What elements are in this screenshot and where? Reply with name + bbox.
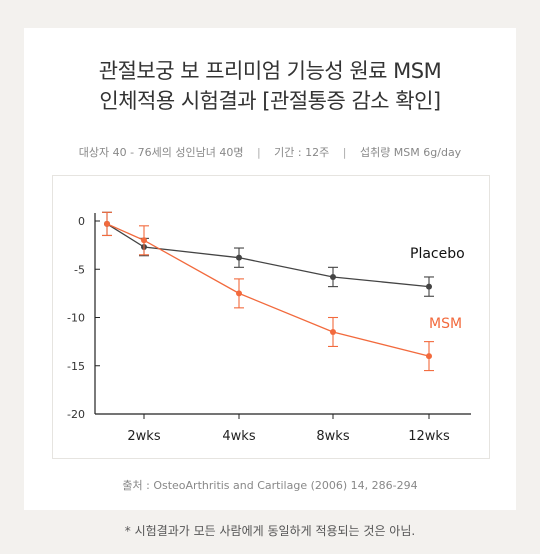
- msm-line: [106, 223, 430, 357]
- disclaimer-footnote: * 시험결과가 모든 사람에게 동일하게 적용되는 것은 아님.: [124, 524, 416, 538]
- content-card: 관절보궁 보 프리미엄 기능성 원료 MSM 인체적용 시험결과 [관절통증 감…: [24, 28, 516, 510]
- study-subjects: 대상자 40 - 76세의 성인남녀 40명: [78, 146, 244, 159]
- study-period: 기간 : 12주: [274, 146, 330, 159]
- y-tick-label: -5: [74, 263, 85, 276]
- placebo-data-point: [236, 254, 242, 261]
- source-citation: 출처 : OsteoArthritis and Cartilage (2006)…: [122, 479, 418, 492]
- placebo-data-point: [330, 273, 336, 280]
- page-title: 관절보궁 보 프리미엄 기능성 원료 MSM 인체적용 시험결과 [관절통증 감…: [24, 56, 516, 116]
- msm-data-point: [104, 220, 110, 227]
- title-line-2: 인체적용 시험결과 [관절통증 감소 확인]: [99, 89, 441, 113]
- placebo-series-label: Placebo: [410, 246, 465, 262]
- placebo-line: [106, 223, 430, 288]
- msm-data-point: [426, 353, 432, 360]
- x-tick-label: 2wks: [127, 429, 160, 444]
- msm-data-point: [330, 328, 336, 335]
- separator: |: [342, 146, 347, 159]
- msm-data-point: [236, 290, 242, 297]
- pain-reduction-chart: 0 -5 -10 -15 -20 2wks 4wks 8wks 12wks Placebo MSM: [67, 211, 471, 444]
- msm-series-label: MSM: [429, 316, 462, 332]
- title-line-1: 관절보궁 보 프리미엄 기능성 원료 MSM: [98, 59, 442, 83]
- y-tick-label: 0: [78, 215, 85, 228]
- msm-data-point: [141, 237, 147, 244]
- y-tick-label: -10: [67, 312, 85, 325]
- chart-container: 0 -5 -10 -15 -20 2wks 4wks 8wks 12wks Placebo MSM: [52, 175, 490, 459]
- separator: |: [256, 146, 261, 159]
- placebo-data-point: [426, 283, 432, 290]
- study-info: 대상자 40 - 76세의 성인남녀 40명 | 기간 : 12주 | 섭취량 …: [24, 144, 516, 160]
- y-tick-label: -20: [67, 408, 85, 421]
- x-tick-label: 4wks: [222, 429, 255, 444]
- study-intake: 섭취량 MSM 6g/day: [359, 146, 462, 159]
- x-tick-label: 8wks: [316, 429, 349, 444]
- x-tick-label: 12wks: [408, 429, 450, 444]
- y-tick-label: -15: [67, 360, 85, 373]
